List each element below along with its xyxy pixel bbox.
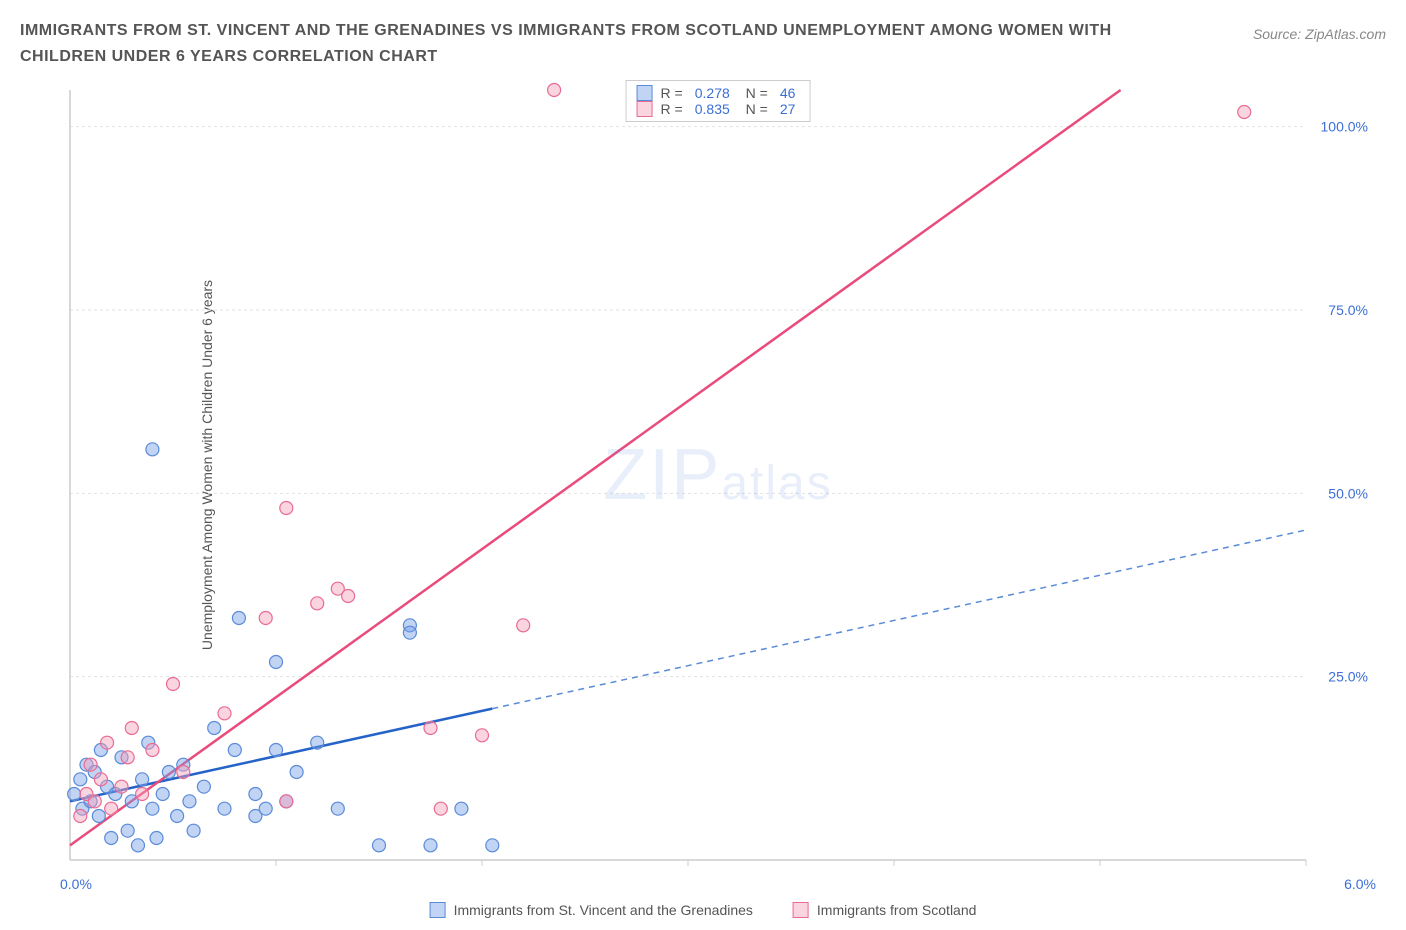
swatch-series-1: [637, 85, 653, 101]
stats-row-series-1: R = 0.278 N = 46: [637, 85, 800, 101]
r-value-1: 0.278: [695, 85, 730, 101]
bottom-legend: Immigrants from St. Vincent and the Gren…: [430, 902, 977, 918]
svg-text:50.0%: 50.0%: [1328, 485, 1368, 501]
x-axis-max-label: 6.0%: [1344, 876, 1376, 892]
n-value-1: 46: [780, 85, 796, 101]
chart-title: IMMIGRANTS FROM ST. VINCENT AND THE GREN…: [20, 18, 1120, 69]
swatch-series-2: [637, 101, 653, 117]
title-bar: IMMIGRANTS FROM ST. VINCENT AND THE GREN…: [0, 0, 1406, 75]
svg-text:75.0%: 75.0%: [1328, 302, 1368, 318]
stats-row-series-2: R = 0.835 N = 27: [637, 101, 800, 117]
legend-item-2: Immigrants from Scotland: [793, 902, 977, 918]
svg-text:100.0%: 100.0%: [1321, 119, 1368, 135]
legend-label-2: Immigrants from Scotland: [817, 902, 977, 918]
r-value-2: 0.835: [695, 101, 730, 117]
n-value-2: 27: [780, 101, 796, 117]
legend-label-1: Immigrants from St. Vincent and the Gren…: [454, 902, 753, 918]
legend-swatch-2: [793, 902, 809, 918]
legend-item-1: Immigrants from St. Vincent and the Gren…: [430, 902, 753, 918]
legend-swatch-1: [430, 902, 446, 918]
source-label: Source: ZipAtlas.com: [1253, 26, 1386, 42]
stats-legend: R = 0.278 N = 46 R = 0.835 N = 27: [626, 80, 811, 122]
scatter-chart: 25.0% 50.0% 75.0% 100.0%: [60, 80, 1376, 870]
x-axis-min-label: 0.0%: [60, 876, 92, 892]
plot-area: 25.0%50.0%75.0%100.0% ZIPatlas R = 0.278…: [60, 80, 1376, 870]
svg-text:25.0%: 25.0%: [1328, 669, 1368, 685]
